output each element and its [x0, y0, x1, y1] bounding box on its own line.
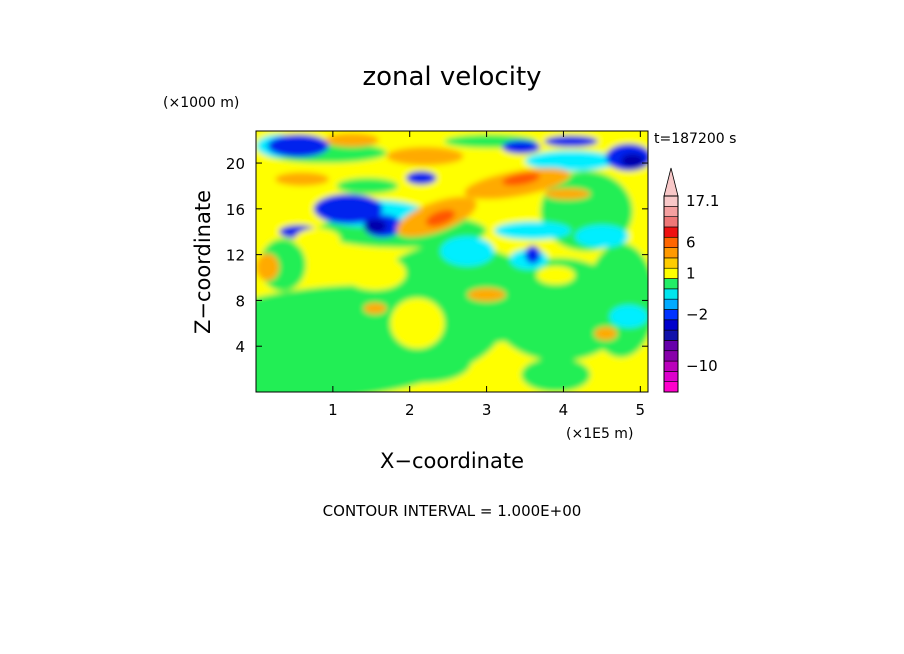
colorbar: 17.1 6 1 −2 −10	[663, 167, 719, 393]
contour-patch-cyan	[494, 221, 572, 240]
contour-patch-orange	[363, 302, 387, 315]
contour-patch-green	[521, 357, 591, 392]
colorbar-level	[663, 309, 679, 321]
colorbar-level	[663, 329, 679, 341]
colorbar-label: 1	[686, 264, 696, 282]
contour-patch-cyan	[574, 224, 629, 248]
y-unit-label: (×1000 m)	[163, 95, 239, 111]
y-axis: 4 8 12 16 20	[226, 155, 648, 356]
contour-patch-blue	[313, 193, 383, 224]
y-tick-label: 16	[226, 201, 245, 219]
colorbar-extension-arrow	[663, 167, 679, 197]
y-tick-label: 20	[226, 155, 245, 173]
contour-patch-yellow	[390, 298, 445, 349]
x-axis: 1 2 3 4 5	[328, 131, 645, 419]
colorbar-label: −10	[686, 357, 718, 375]
x-tick-label: 4	[559, 401, 569, 419]
colorbar-level	[663, 257, 679, 269]
x-axis-label: X−coordinate	[380, 449, 524, 473]
contour-patch-blue	[267, 134, 330, 158]
contour-interval-note: CONTOUR INTERVAL = 1.000E+00	[323, 502, 582, 520]
colorbar-frame	[663, 195, 679, 393]
x-tick-label: 2	[405, 401, 415, 419]
colorbar-level	[663, 340, 679, 352]
colorbar-label: 17.1	[686, 192, 719, 210]
colorbar-level	[663, 288, 679, 300]
contour-patch-darkblue	[621, 153, 645, 168]
contour-patch-orange	[467, 287, 506, 302]
time-label: t=187200 s	[654, 131, 736, 147]
contour-patch-darkblue	[363, 219, 387, 233]
contour-patch-orange	[325, 133, 379, 148]
colorbar-level	[663, 319, 679, 331]
contour-patch-cyan	[440, 236, 495, 267]
y-tick-label: 12	[226, 247, 245, 265]
colorbar-level	[663, 381, 679, 393]
contour-patch-orange	[256, 253, 280, 281]
x-tick-label: 1	[328, 401, 338, 419]
contour-patch-cyan	[525, 150, 618, 172]
chart-title: zonal velocity	[362, 62, 541, 92]
contour-patch-redorange	[502, 172, 541, 186]
contour-patch-yellow	[344, 255, 406, 291]
contour-patch-redorange	[425, 209, 456, 227]
contour-patch-yellow	[536, 266, 575, 285]
colorbar-level	[663, 247, 679, 259]
contour-patch-green	[378, 341, 472, 383]
velocity-field	[256, 131, 648, 392]
x-tick-label: 5	[636, 401, 646, 419]
contour-patch-blue	[525, 245, 541, 264]
colorbar-label: 6	[686, 233, 696, 251]
contour-patch-yellow	[294, 228, 341, 252]
contour-patch-orange	[386, 147, 464, 166]
colorbar-level	[663, 278, 679, 290]
colorbar-level	[663, 236, 679, 248]
colorbar-level	[663, 350, 679, 362]
y-tick-label: 8	[235, 292, 245, 310]
x-tick-label: 3	[482, 401, 492, 419]
contour-patch-orange	[275, 172, 330, 186]
contour-patch-orange	[594, 326, 618, 341]
colorbar-level	[663, 216, 679, 228]
colorbar-level	[663, 206, 679, 217]
contour-patch-cyan	[609, 305, 648, 328]
y-axis-label: Z−coordinate	[191, 190, 215, 334]
colorbar-level	[663, 298, 679, 310]
contour-patch-blue	[405, 171, 437, 185]
plot-frame	[255, 130, 649, 393]
y-tick-label: 4	[235, 338, 245, 356]
colorbar-level	[663, 360, 679, 372]
contour-patch-blue	[501, 140, 541, 154]
colorbar-label: −2	[686, 306, 708, 324]
contour-patch-blue	[544, 135, 599, 148]
colorbar-level	[663, 226, 679, 238]
x-unit-label: (×1E5 m)	[566, 426, 633, 442]
colorbar-level	[663, 371, 679, 382]
colorbar-level	[663, 195, 679, 207]
contour-patch-orange	[544, 188, 591, 200]
contour-patch-green	[336, 177, 399, 194]
colorbar-level	[663, 267, 679, 279]
